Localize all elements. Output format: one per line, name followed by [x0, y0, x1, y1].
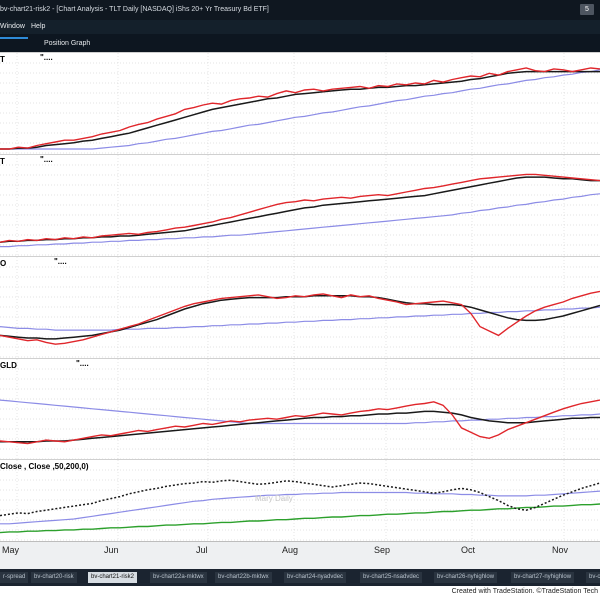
workspace-tabs: r-spread bv-chart20-risk bv-chart21-risk… — [0, 569, 600, 586]
red-series-line — [0, 290, 600, 345]
green-series-line — [0, 503, 600, 534]
menu-help[interactable]: Help — [31, 23, 46, 30]
window-control-button[interactable]: 5 — [580, 4, 594, 15]
workspace-tab-active[interactable]: bv-chart21-risk2 — [88, 572, 138, 583]
panel-4-label: GLD — [0, 361, 17, 370]
black-series-line — [0, 295, 600, 340]
workspace-tab[interactable]: bv-chart27-nyhighlow — [511, 572, 575, 583]
x-tick-nov: Nov — [552, 545, 569, 555]
black-series-line — [0, 479, 600, 517]
panel-5-plot — [0, 460, 600, 542]
panel-4-plot — [0, 359, 600, 460]
panel-5-watermark: Mary Daily — [255, 494, 293, 503]
panel-3-label: O — [0, 259, 7, 268]
blue-series-line — [0, 490, 600, 525]
panel-2-label: T — [0, 157, 5, 166]
chart-panel-2[interactable]: T ".... — [0, 154, 600, 257]
panel-4-dots: ".... — [76, 359, 89, 368]
workspace-tab[interactable]: r-spread — [0, 572, 29, 583]
footer-credit: Created with TradeStation. ©TradeStation… — [451, 588, 598, 595]
blue-series-line — [0, 193, 600, 248]
black-series-line — [0, 410, 600, 443]
window-title-bar: bv-chart21-risk2 - [Chart Analysis - TLT… — [0, 0, 600, 20]
panel-3-plot — [0, 257, 600, 359]
footer: Created with TradeStation. ©TradeStation… — [0, 586, 600, 600]
workspace-tab[interactable]: bv-chart26-nyhighlow — [434, 572, 498, 583]
blue-series-line — [0, 399, 600, 425]
x-tick-aug: Aug — [282, 545, 299, 555]
x-tick-may: May — [2, 545, 20, 555]
chart-panel-4[interactable]: GLD ".... — [0, 358, 600, 460]
active-toolbar-indicator — [0, 37, 28, 39]
panel-1-dots: ".... — [40, 53, 53, 62]
x-tick-oct: Oct — [461, 545, 476, 555]
workspace-tab[interactable]: bv-chart25-nsadvdec — [360, 572, 423, 583]
x-tick-sep: Sep — [374, 545, 391, 555]
chart-panel-1[interactable]: T ".... — [0, 52, 600, 155]
toolbar: Position Graph — [0, 34, 600, 52]
panel-1-plot — [0, 53, 600, 155]
workspace-tab[interactable]: bv-chart20-risk — [31, 572, 77, 583]
workspace-tab[interactable]: bv-chart22b-mktwx — [215, 572, 272, 583]
blue-series-line — [0, 306, 600, 331]
panel-2-dots: ".... — [40, 155, 53, 164]
date-axis: May Jun Jul Aug Sep Oct Nov — [0, 541, 600, 570]
x-tick-jul: Jul — [196, 545, 208, 555]
red-series-line — [0, 399, 600, 445]
black-series-line — [0, 176, 600, 243]
menu-bar: Window Help — [0, 20, 600, 34]
workspace-tab[interactable]: bv-chart29 — [586, 572, 600, 583]
workspace-tab[interactable]: bv-chart22a-mktwx — [150, 572, 207, 583]
panel-3-dots: ".... — [54, 257, 67, 266]
panel-1-label: T — [0, 55, 5, 64]
x-tick-jun: Jun — [104, 545, 119, 555]
workspace-tab[interactable]: bv-chart24-nyadvdec — [284, 572, 347, 583]
chart-panel-5[interactable]: Close , Close ,50,200,0) Mary Daily — [0, 459, 600, 542]
red-series-line — [0, 67, 600, 150]
panel-5-label: Close , Close ,50,200,0) — [0, 462, 89, 471]
chart-panel-3[interactable]: O ".... — [0, 256, 600, 359]
blue-series-line — [0, 69, 600, 150]
red-series-line — [0, 173, 600, 243]
window-title: bv-chart21-risk2 - [Chart Analysis - TLT… — [0, 6, 269, 13]
position-graph-button[interactable]: Position Graph — [44, 40, 91, 47]
menu-window[interactable]: Window — [0, 23, 25, 30]
panel-2-plot — [0, 155, 600, 257]
